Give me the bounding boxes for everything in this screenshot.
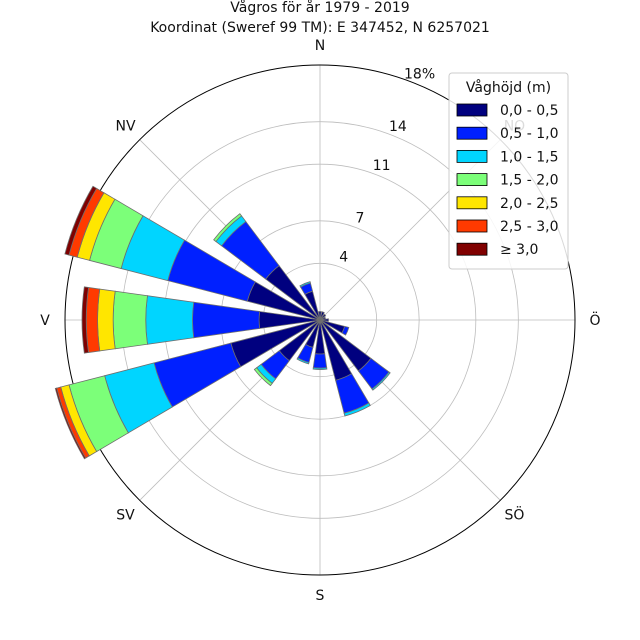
radial-tick-labels: 4 7 11 14 18% [339,66,435,265]
rose-bar-segment [371,371,391,391]
rose-bar-segment [81,286,89,354]
rose-bar-segment [341,325,350,336]
legend-label: 1,0 - 1,5 [500,149,558,165]
radial-tick-label: 7 [355,210,364,226]
legend-swatch [456,126,488,140]
outer-ring [64,64,576,576]
legend-title: Våghöjd (m) [466,79,551,96]
radial-tick-label: 18% [404,66,435,82]
legend-swatch [456,219,488,233]
rose-bar-segment [112,290,148,350]
radial-tick-label: 11 [373,158,391,174]
legend-swatch [456,103,488,117]
rose-bar-segment [192,301,261,339]
direction-label: V [40,313,50,329]
rose-bar-segment [97,288,116,352]
rose-bar-segment [319,318,329,322]
direction-label: NV [116,119,136,135]
legend-label: 0,5 - 1,0 [500,126,558,142]
rose-bar-segment [319,316,326,321]
rose-bar-segment [299,281,311,288]
radial-tick-label: 14 [389,119,407,135]
rose-bar-segment [85,287,101,353]
legend-label: 2,5 - 3,0 [500,219,558,235]
rose-bar-segment [319,313,327,321]
legend-label: 1,5 - 2,0 [500,173,558,189]
legend-label: 2,0 - 2,5 [500,196,558,212]
rose-bar-segment [145,295,195,345]
rose-bar-segment [258,311,321,329]
legend: Våghöjd (m) 0,0 - 0,5 0,5 - 1,0 1,0 - 1,5 1… [448,72,569,270]
rose-bar-segment [343,402,371,417]
rose-bar-segment [64,185,98,256]
legend-label: ≥ 3,0 [500,242,538,258]
rose-bar-segment [312,353,328,369]
direction-label: S [316,588,325,604]
direction-label: SÖ [505,505,525,523]
legend-swatch [456,242,488,256]
rose-bar-segment [318,311,322,321]
direction-label: Ö [589,311,600,329]
radial-tick-label: 4 [339,250,348,266]
legend-swatch [456,196,488,210]
legend-swatch [456,173,488,187]
legend-swatch [456,149,488,163]
legend-label: 0,0 - 0,5 [500,103,558,119]
rose-bars [54,185,391,460]
direction-label: SV [116,507,135,523]
rose-bar-segment [253,367,273,387]
chart-title: Vågros för år 1979 - 2019 [230,0,409,16]
rose-bar-segment [213,213,243,243]
rose-bar-segment [296,357,310,365]
direction-label: N [315,38,325,54]
rose-bar-segment [54,387,87,460]
chart-subtitle: Koordinat (Sweref 99 TM): E 347452, N 62… [150,20,490,36]
rose-bar-segment [312,367,328,370]
